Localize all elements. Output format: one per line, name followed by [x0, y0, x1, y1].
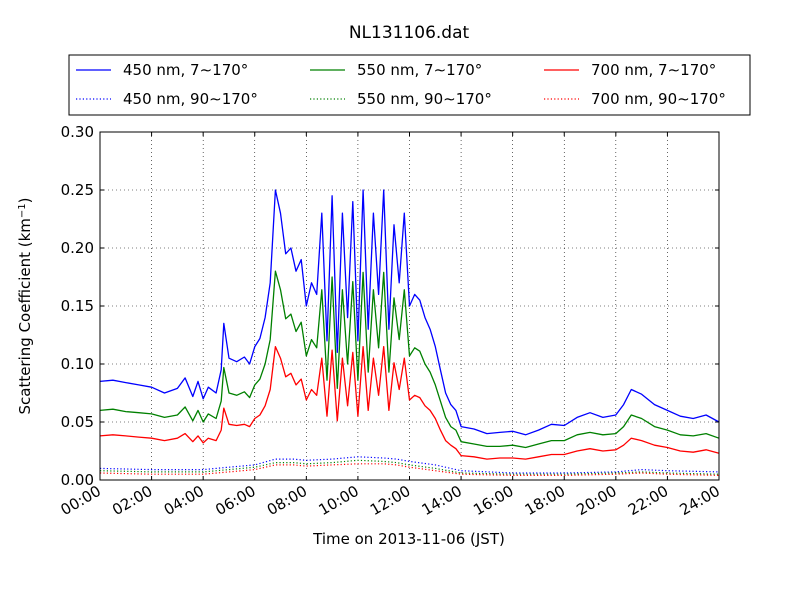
- y-tick-labels: 0.00 0.05 0.10 0.15 0.20 0.25 0.30: [61, 123, 94, 489]
- ticks: [99, 131, 720, 481]
- y-tick-label: 0.15: [61, 297, 94, 315]
- x-tick-label: 12:00: [367, 482, 413, 519]
- x-tick-label: 24:00: [677, 482, 723, 519]
- legend-label: 700 nm, 7∼170°: [591, 61, 716, 79]
- x-tick-label: 16:00: [470, 482, 516, 519]
- chart-title: NL131106.dat: [349, 23, 470, 43]
- series-layer: [99, 189, 720, 476]
- y-axis-label-superscript: −1: [17, 203, 28, 218]
- x-tick-label: 14:00: [419, 482, 465, 519]
- series-line: [99, 345, 720, 460]
- y-tick-label: 0.10: [61, 355, 94, 373]
- legend-box: [68, 54, 751, 116]
- series-line: [99, 459, 720, 475]
- y-axis-label-main: Scattering Coefficient (km: [16, 218, 34, 414]
- x-tick-label: 18:00: [522, 482, 568, 519]
- y-tick-label: 0.30: [61, 123, 94, 141]
- x-tick-labels: 00:00 02:00 04:00 06:00 08:00 10:00 12:00 14:00…: [58, 482, 723, 519]
- legend-label: 450 nm, 7∼170°: [123, 61, 248, 79]
- legend: 450 nm, 7∼170° 550 nm, 7∼170° 700 nm, 7∼17…: [68, 54, 751, 116]
- series-line: [99, 270, 720, 449]
- x-tick-label: 02:00: [109, 482, 155, 519]
- y-axis-label: Scattering Coefficient (km−1): [16, 197, 34, 414]
- y-axis-label-close: ): [16, 197, 34, 203]
- y-tick-label: 0.20: [61, 239, 94, 257]
- x-tick-label: 10:00: [315, 482, 361, 519]
- legend-label: 550 nm, 90∼170°: [357, 90, 492, 108]
- x-axis-label: Time on 2013-11-06 (JST): [312, 530, 505, 548]
- series-line: [99, 189, 720, 436]
- legend-label: 450 nm, 90∼170°: [123, 90, 258, 108]
- y-tick-label: 0.05: [61, 413, 94, 431]
- y-tick-label: 0.00: [61, 471, 94, 489]
- x-tick-label: 04:00: [161, 482, 207, 519]
- legend-label: 550 nm, 7∼170°: [357, 61, 482, 79]
- x-tick-label: 20:00: [573, 482, 619, 519]
- series-line: [99, 463, 720, 476]
- legend-label: 700 nm, 90∼170°: [591, 90, 726, 108]
- y-tick-label: 0.25: [61, 181, 94, 199]
- x-tick-label: 06:00: [212, 482, 258, 519]
- x-tick-label: 22:00: [625, 482, 671, 519]
- x-tick-label: 08:00: [264, 482, 310, 519]
